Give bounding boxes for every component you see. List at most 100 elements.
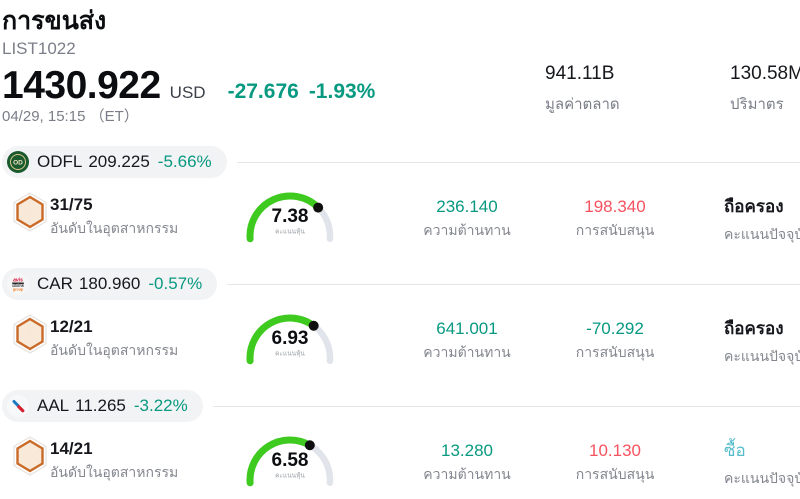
gauge-score: 7.38 [272,206,309,227]
change-absolute: -27.676 [227,80,299,103]
stock-details: 12/21 อันดับในอุตสาหกรรม 6.93 คะแนนหุ้น … [2,310,800,374]
american-airlines-logo-icon [7,395,29,417]
rating-label: คะแนนปัจจุบัน [724,470,800,486]
resistance-label: ความต้านทาน [423,466,511,482]
gauge-score: 6.58 [272,450,309,471]
index-price: 1430.922 [2,64,161,107]
stock-section-odfl: OD ODFL 209.225 -5.66% 31/75 [2,146,800,268]
support-cell: -70.292 การสนับสนุน [540,319,690,364]
resistance-cell: 13.280 ความต้านทาน [392,441,542,486]
price-row: 1430.922 USD -27.676 -1.93% [2,64,800,107]
volume-value: 130.58M [730,63,800,84]
gauge-score: 6.93 [272,328,309,349]
rank-value: 31/75 [50,195,93,214]
rating-cell: ซื้อ คะแนนปัจจุบัน [724,441,800,490]
svg-text:group: group [13,288,24,292]
divider-line [212,405,800,407]
stock-details: 31/75 อันดับในอุตสาหกรรม 7.38 คะแนนหุ้น … [2,188,800,252]
support-value: -70.292 [586,319,644,338]
ticker-price: 180.960 [78,274,141,293]
gauge-fill [246,436,314,487]
ticker-change: -3.22% [133,396,188,415]
sector-header: การขนส่ง LIST1022 1430.922 USD -27.676 -… [2,0,800,146]
stock-section-car: avis budget group CAR 180.960 -0.57% [2,268,800,390]
svg-text:avis: avis [13,278,23,284]
gauge-label: คะแนนหุ้น [275,350,305,358]
score-gauge: 7.38 คะแนนหุ้น [240,188,340,246]
ticker-change: -0.57% [148,274,203,293]
stock-section-aal: AAL 11.265 -3.22% 14/21 อันดับในอุตสาหกร… [2,390,800,499]
rating-value: ถือครอง [724,319,784,338]
industry-rank: 12/21 อันดับในอุตสาหกรรม [50,317,178,362]
ticker-price: 11.265 [75,396,126,415]
stock-details: 14/21 อันดับในอุตสาหกรรม 6.58 คะแนนหุ้น … [2,432,800,496]
volume-stat: 130.58M ปริมาตร [730,62,800,116]
currency-label: USD [169,83,206,102]
page-title: การขนส่ง [2,7,107,35]
svg-text:OD: OD [13,160,23,167]
resistance-label: ความต้านทาน [423,222,511,238]
ticker: AAL [37,396,70,415]
gauge-label: คะแนนหุ้น [275,472,305,480]
gauge-label: คะแนนหุ้น [275,228,305,236]
gauge-dot [308,320,319,331]
stock-pill-odfl[interactable]: OD ODFL 209.225 -5.66% [2,146,227,178]
resistance-value: 13.280 [441,441,493,460]
support-label: การสนับสนุน [575,466,655,482]
rank-label: อันดับในอุตสาหกรรม [50,342,179,358]
rating-label: คะแนนปัจจุบัน [724,348,800,364]
pill-row: OD ODFL 209.225 -5.66% [2,146,800,178]
rating-cell: ถือครอง คะแนนปัจจุบัน [724,197,800,246]
divider-line [227,283,800,285]
volume-label: ปริมาตร [730,96,784,113]
pill-row: AAL 11.265 -3.22% [2,390,800,422]
stock-pill-car[interactable]: avis budget group CAR 180.960 -0.57% [2,268,218,300]
divider-line [236,161,800,163]
industry-radar-icon [10,190,50,236]
rating-label: คะแนนปัจจุบัน [724,226,800,242]
industry-rank: 14/21 อันดับในอุตสาหกรรม [50,439,178,484]
rating-value: ถือครอง [724,197,784,216]
market-cap-label: มูลค่าตลาด [545,96,620,113]
gauge-dot [313,202,324,213]
rating-value: ซื้อ [724,441,746,460]
support-label: การสนับสนุน [575,344,655,360]
rank-value: 14/21 [50,439,93,458]
odfl-logo-icon: OD [7,151,29,173]
rank-label: อันดับในอุตสาหกรรม [50,464,179,480]
resistance-label: ความต้านทาน [423,344,511,360]
rank-value: 12/21 [50,317,93,336]
ticker: CAR [37,274,73,293]
support-cell: 198.340 การสนับสนุน [540,197,690,242]
gauge-fill [246,314,318,365]
gauge-fill [246,192,322,243]
stock-pill-aal[interactable]: AAL 11.265 -3.22% [2,390,203,422]
support-value: 198.340 [584,197,646,216]
quote-datetime: 04/29, 15:15 （ET） [2,108,139,125]
ticker-change: -5.66% [157,152,212,171]
industry-radar-icon [10,312,50,358]
support-value: 10.130 [589,441,641,460]
price-change: -27.676 -1.93% [228,80,376,104]
market-cap-stat: 941.11B มูลค่าตลาด [545,62,620,116]
industry-rank: 31/75 อันดับในอุตสาหกรรม [50,195,178,240]
market-cap-value: 941.11B [545,63,615,84]
rating-cell: ถือครอง คะแนนปัจจุบัน [724,319,800,368]
change-percent: -1.93% [308,80,376,103]
ticker: ODFL [37,152,83,171]
gauge-dot [304,440,315,451]
industry-radar-icon [10,434,50,480]
resistance-value: 236.140 [436,197,498,216]
ticker-price: 209.225 [88,152,150,171]
rank-label: อันดับในอุตสาหกรรม [50,220,179,236]
pill-row: avis budget group CAR 180.960 -0.57% [2,268,800,300]
resistance-value: 641.001 [436,319,498,338]
resistance-cell: 236.140 ความต้านทาน [392,197,542,242]
score-gauge: 6.93 คะแนนหุ้น [240,310,340,368]
resistance-cell: 641.001 ความต้านทาน [392,319,542,364]
support-cell: 10.130 การสนับสนุน [540,441,690,486]
svg-text:budget: budget [12,283,25,287]
index-code: LIST1022 [2,39,76,58]
avis-budget-logo-icon: avis budget group [7,273,29,295]
